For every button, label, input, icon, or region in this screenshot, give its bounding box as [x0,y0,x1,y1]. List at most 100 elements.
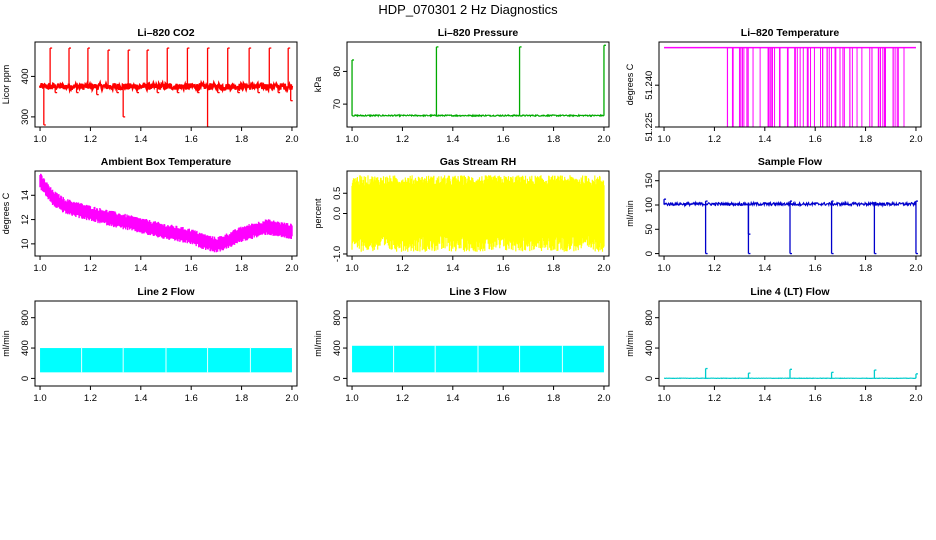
x-tick-label: 1.2 [708,134,721,145]
series-sample [663,198,918,255]
x-tick-label: 1.4 [758,263,771,274]
series-co2 [38,47,294,127]
series-line [351,113,605,118]
x-tick-label: 1.8 [547,393,560,404]
panel-title: Gas Stream RH [440,156,516,168]
series-band [39,173,293,253]
y-axis-label: Licor ppm [1,65,11,105]
panel-title: Line 3 Flow [449,286,507,298]
x-tick-label: 1.2 [396,393,409,404]
x-tick-label: 1.6 [497,393,510,404]
y-tick-label: 400 [644,340,655,356]
panel-title: Ambient Box Temperature [101,156,232,168]
x-tick-label: 2.0 [285,263,298,274]
series-pressure [351,44,606,118]
x-tick-label: 1.2 [396,134,409,145]
panel-title: Li–820 CO2 [137,27,194,39]
x-tick-label: 1.2 [708,263,721,274]
y-tick-label: 80 [332,66,343,77]
panel-co2: Li–820 CO2 1.0 1.2 1.4 1.6 1.8 2.0 300 400 Licor … [1,27,299,145]
x-tick-label: 2.0 [909,134,922,145]
plot-frame [34,300,298,387]
panel-ambient: Ambient Box Temperature 1.0 1.2 1.4 1.6 1.8 2.… [1,156,299,274]
y-tick-label: 10 [20,239,31,250]
y-tick-label: 51.240 [644,71,655,100]
panel-temperature: Li–820 Temperature 1.0 1.2 1.4 1.6 1.8 2.0 51.2… [625,27,923,145]
plot-frame [658,41,922,128]
x-tick-label: 1.0 [657,134,670,145]
x-tick-label: 2.0 [597,263,610,274]
y-axis-label: degrees C [1,192,11,234]
series-line4 [664,367,918,380]
x-tick-label: 1.2 [84,393,97,404]
y-axis-label: ml/min [625,200,635,227]
y-axis-label: ml/min [625,330,635,357]
x-tick-label: 1.4 [758,134,771,145]
plot-frame [34,170,298,257]
y-tick-label: 0 [644,251,655,256]
series-line [38,79,294,94]
x-tick-label: 1.8 [235,393,248,404]
x-tick-label: 1.8 [859,134,872,145]
x-tick-label: 1.4 [446,134,459,145]
y-tick-label: 51.225 [644,112,655,141]
y-tick-label: 50 [644,224,655,235]
x-tick-label: 1.2 [708,393,721,404]
x-tick-label: 1.8 [235,134,248,145]
x-tick-label: 1.6 [497,134,510,145]
x-tick-label: 1.6 [809,263,822,274]
x-tick-label: 1.0 [33,134,46,145]
x-tick-label: 1.8 [235,263,248,274]
y-tick-label: 12 [20,214,31,225]
plot-frame [34,41,298,128]
y-tick-label: 800 [332,310,343,326]
x-tick-label: 1.6 [809,393,822,404]
x-tick-label: 1.6 [185,263,198,274]
panel-line2: Line 2 Flow 1.0 1.2 1.4 1.6 1.8 2.0 0 400 800 ml/m… [1,286,299,404]
panel-line3: Line 3 Flow 1.0 1.2 1.4 1.6 1.8 2.0 0 400 800 ml/m… [313,286,611,404]
series-temperature [664,46,916,127]
series-band [351,175,605,252]
x-tick-label: 1.0 [345,263,358,274]
plot-frame [346,300,610,387]
x-tick-label: 1.0 [345,134,358,145]
y-tick-label: 14 [20,190,31,201]
y-axis-label: percent [313,198,323,229]
series-rh [351,175,605,252]
panel-line4: Line 4 (LT) Flow 1.0 1.2 1.4 1.6 1.8 2.0 0 400 80… [625,286,923,404]
y-tick-label: 70 [332,99,343,110]
y-tick-label: 150 [644,173,655,189]
x-tick-label: 2.0 [909,393,922,404]
panel-title: Li–820 Pressure [438,27,519,39]
x-tick-label: 1.6 [185,393,198,404]
x-tick-label: 2.0 [285,393,298,404]
x-tick-label: 1.6 [497,263,510,274]
series-line3 [352,344,604,373]
panel-rh: Gas Stream RH 1.0 1.2 1.4 1.6 1.8 2.0 -1.0 0.0 0.… [313,156,611,274]
panel-sample: Sample Flow 1.0 1.2 1.4 1.6 1.8 2.0 0 50 100 150 ml… [625,156,923,274]
x-tick-label: 1.0 [345,393,358,404]
x-tick-label: 1.4 [446,263,459,274]
y-tick-label: -1.0 [332,246,343,262]
x-tick-label: 1.0 [33,263,46,274]
x-tick-label: 1.8 [547,263,560,274]
x-tick-label: 1.2 [396,263,409,274]
y-tick-label: 300 [20,109,31,125]
y-tick-label: 800 [644,310,655,326]
x-tick-label: 1.6 [185,134,198,145]
y-axis-label: ml/min [313,330,323,357]
y-tick-label: 400 [20,340,31,356]
x-tick-label: 1.0 [33,393,46,404]
y-axis-label: kPa [313,77,323,93]
plot-frame [658,170,922,257]
y-axis-label: degrees C [625,63,635,105]
x-tick-label: 1.4 [446,393,459,404]
x-tick-label: 1.4 [134,393,147,404]
x-tick-label: 1.8 [859,263,872,274]
plot-frame [346,41,610,128]
y-axis-label: ml/min [1,330,11,357]
y-tick-label: 0 [20,376,31,381]
panel-title: Line 2 Flow [137,286,195,298]
x-tick-label: 1.2 [84,263,97,274]
